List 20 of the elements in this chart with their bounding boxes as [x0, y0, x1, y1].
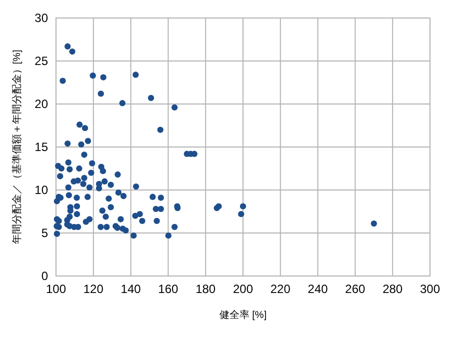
x-tick-label: 140	[120, 282, 142, 296]
x-tick-label: 100	[46, 282, 66, 296]
y-tick-label: 20	[34, 97, 48, 111]
x-axis-title: 健全率 [%]	[219, 309, 267, 321]
x-tick-label: 240	[308, 282, 328, 296]
x-tick-label: 300	[420, 282, 440, 296]
y-tick-label: 10	[34, 183, 48, 197]
y-tick-label: 30	[34, 11, 48, 25]
x-tick-label: 260	[345, 282, 366, 296]
y-tick-label: 25	[34, 54, 48, 68]
y-axis-title: 年間分配金／（基準価額＋年間分配金）[%]	[11, 50, 23, 244]
y-tick-label: 5	[41, 226, 48, 240]
y-tick-label: 15	[34, 140, 48, 154]
x-tick-label: 280	[382, 282, 403, 296]
x-tick-label: 200	[232, 282, 254, 296]
x-tick-label: 180	[196, 282, 216, 296]
y-tick-label: 0	[41, 269, 48, 283]
x-tick-label: 120	[83, 282, 104, 296]
x-tick-label: 220	[270, 282, 291, 296]
x-tick-label: 160	[158, 282, 179, 296]
